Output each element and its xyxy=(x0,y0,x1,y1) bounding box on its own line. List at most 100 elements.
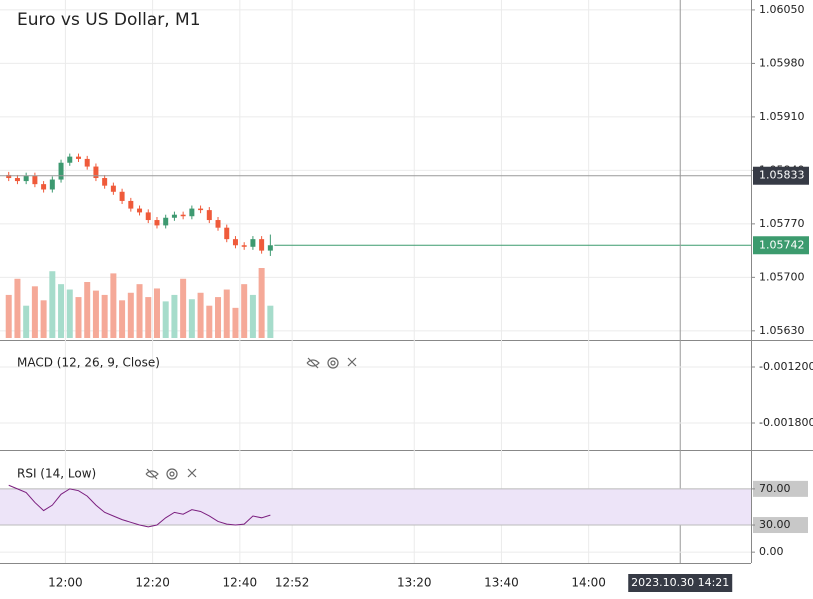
volume-bar xyxy=(119,300,126,338)
level-box xyxy=(753,480,808,497)
close-icon[interactable] xyxy=(187,468,197,478)
volume-bar xyxy=(110,273,117,338)
candle-body xyxy=(163,217,169,226)
volume-bar xyxy=(40,300,47,338)
y-tick-label: 1.05910 xyxy=(759,110,805,123)
layers xyxy=(0,0,751,563)
candle-body xyxy=(198,208,204,211)
candle-body xyxy=(84,158,90,167)
candle-body xyxy=(14,178,20,182)
level-box xyxy=(753,517,808,534)
x-tick-label: 12:52 xyxy=(275,576,310,590)
candle-body xyxy=(215,220,221,228)
candle-body xyxy=(267,245,273,251)
candle-body xyxy=(224,227,230,240)
volume-bar xyxy=(49,271,56,338)
x-tick-label: 12:00 xyxy=(48,576,83,590)
y-tick-label: -0.001200 xyxy=(759,360,813,373)
volume-bar xyxy=(241,284,248,338)
rsi-line xyxy=(8,484,271,528)
candle-body xyxy=(110,185,116,192)
candle-body xyxy=(102,178,108,186)
volume-bar xyxy=(92,290,99,338)
candle-body xyxy=(6,174,12,179)
y-tick-label: 1.05980 xyxy=(759,56,805,69)
volume-bar xyxy=(232,307,239,338)
candle-body xyxy=(171,214,177,218)
close-icon[interactable] xyxy=(347,357,357,367)
y-tick-label: -0.001800 xyxy=(759,416,813,429)
volume-bar xyxy=(5,294,12,338)
candle-body xyxy=(145,212,151,221)
volume-bar xyxy=(223,289,230,338)
volume-bar xyxy=(206,305,213,338)
chart-title: Euro vs US Dollar, M1 xyxy=(17,10,201,30)
y-tick-label: 1.05700 xyxy=(759,270,805,283)
y-tick-label: 30.00 xyxy=(759,518,791,531)
crosshair-time-box xyxy=(628,574,733,592)
volume-bar xyxy=(258,268,265,338)
candle-body xyxy=(58,162,64,180)
volume-bar xyxy=(136,284,143,338)
candle-body xyxy=(154,220,160,226)
candle-body xyxy=(49,179,55,190)
candle-body xyxy=(241,245,247,247)
x-tick-label: 14:00 xyxy=(571,576,606,590)
candle-body xyxy=(250,239,256,247)
candle-body xyxy=(189,208,195,217)
volume-bar xyxy=(188,299,195,338)
volume-bar xyxy=(127,292,134,338)
volume-bar xyxy=(23,305,30,338)
settings-icon[interactable] xyxy=(327,357,339,369)
y-tick-label: 70.00 xyxy=(759,482,791,495)
candle-body xyxy=(119,191,125,201)
x-tick-label: 13:20 xyxy=(397,576,432,590)
candle-body xyxy=(180,214,186,217)
volume-bar xyxy=(14,278,21,338)
candle-body xyxy=(75,156,81,159)
y-tick-label: 0.00 xyxy=(759,545,784,558)
rsi-band xyxy=(0,488,751,526)
volume-bar xyxy=(75,297,82,338)
settings-icon[interactable] xyxy=(166,468,178,480)
panel-title: RSI (14, Low) xyxy=(17,467,96,481)
volume-bar xyxy=(58,284,65,338)
crosshair-price-label-box xyxy=(753,166,809,185)
volume-bar xyxy=(153,288,160,338)
last-price-label-box xyxy=(753,236,809,255)
volume-bar xyxy=(66,289,73,338)
volume-bar xyxy=(180,278,187,338)
candle-body xyxy=(93,166,99,179)
candle-body xyxy=(206,210,212,221)
volume-bar xyxy=(162,301,169,338)
volume-bar xyxy=(267,305,274,338)
candle-body xyxy=(23,175,29,182)
volume-bar xyxy=(215,297,222,338)
candle-body xyxy=(137,208,143,213)
hide-icon[interactable] xyxy=(306,357,320,369)
volume-bar xyxy=(31,286,38,338)
x-tick-label: 12:40 xyxy=(223,576,258,590)
volume-bar xyxy=(101,294,108,338)
crosshair-price-label: 1.05833 xyxy=(759,169,805,182)
hide-icon[interactable] xyxy=(145,468,159,480)
x-tick-label: 12:20 xyxy=(135,576,170,590)
y-tick-label: 1.05770 xyxy=(759,217,805,230)
x-tick-label: 13:40 xyxy=(484,576,519,590)
last-price-label: 1.05742 xyxy=(759,238,805,251)
volume-bar xyxy=(145,297,152,338)
volume-bar xyxy=(249,294,256,338)
candle-body xyxy=(67,156,73,163)
candle-body xyxy=(259,239,265,251)
panel-title: MACD (12, 26, 9, Close) xyxy=(17,356,160,370)
candle-body xyxy=(32,175,38,185)
candle-body xyxy=(41,184,47,190)
y-tick-label: 1.05630 xyxy=(759,324,805,337)
candle-body xyxy=(128,200,134,209)
candle-body xyxy=(232,239,238,246)
volume-bar xyxy=(171,294,178,338)
volume-bar xyxy=(197,292,204,338)
crosshair-time-label: 2023.10.30 14:21 xyxy=(631,576,729,589)
volume-bar xyxy=(84,282,91,338)
